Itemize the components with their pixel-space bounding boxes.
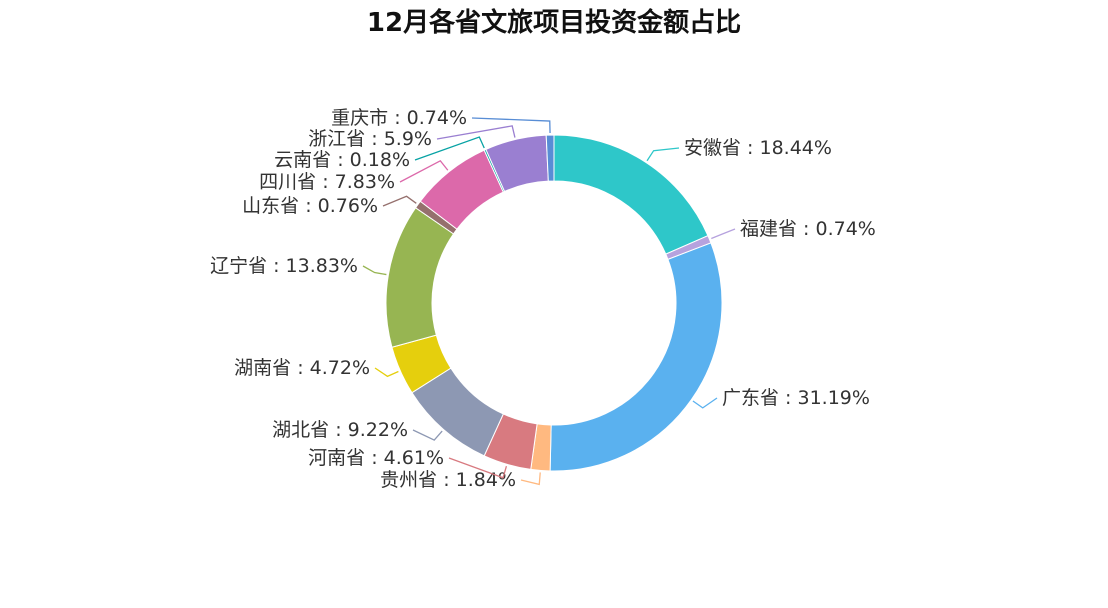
slice-13-label: 重庆市 : 0.74%: [331, 107, 467, 129]
slice-2-leader-line: [711, 228, 736, 240]
slice-9-leader-line: [382, 195, 417, 207]
slice-6-label: 湖北省 : 9.22%: [272, 419, 408, 441]
slice-10-leader-line: [399, 160, 449, 183]
slice-6-leader-line: [412, 429, 443, 441]
slice-4-leader-line: [520, 472, 541, 486]
slice-11-leader-line: [414, 136, 485, 161]
slice-13-leader-line: [471, 117, 551, 134]
slice-1-label: 安徽省 : 18.44%: [684, 137, 832, 159]
slice-13-segment[interactable]: [545, 134, 555, 182]
slice-5-leader-line: [448, 457, 508, 479]
slice-7-leader-line: [374, 367, 399, 378]
slice-12-leader-line: [436, 125, 516, 140]
slice-10-label: 四川省 : 7.83%: [259, 171, 395, 193]
slice-2-label: 福建省 : 0.74%: [740, 218, 876, 240]
slice-5-label: 河南省 : 4.61%: [308, 447, 444, 469]
slice-3-label: 广东省 : 31.19%: [722, 387, 870, 409]
slice-12-label: 浙江省 : 5.9%: [308, 128, 432, 150]
slice-3-leader-line: [692, 397, 718, 409]
slice-8-leader-line: [362, 265, 387, 276]
slice-9-label: 山东省 : 0.76%: [242, 195, 378, 217]
slice-1-leader-line: [646, 147, 680, 162]
slice-4-label: 贵州省 : 1.84%: [380, 469, 516, 491]
slice-7-label: 湖南省 : 4.72%: [234, 357, 370, 379]
slice-8-segment[interactable]: [385, 207, 455, 348]
slice-3-segment[interactable]: [549, 242, 723, 472]
slice-8-label: 辽宁省 : 13.83%: [210, 255, 358, 277]
slice-11-label: 云南省 : 0.18%: [274, 149, 410, 171]
chart-title: 12月各省文旅项目投资金额占比: [366, 8, 742, 38]
